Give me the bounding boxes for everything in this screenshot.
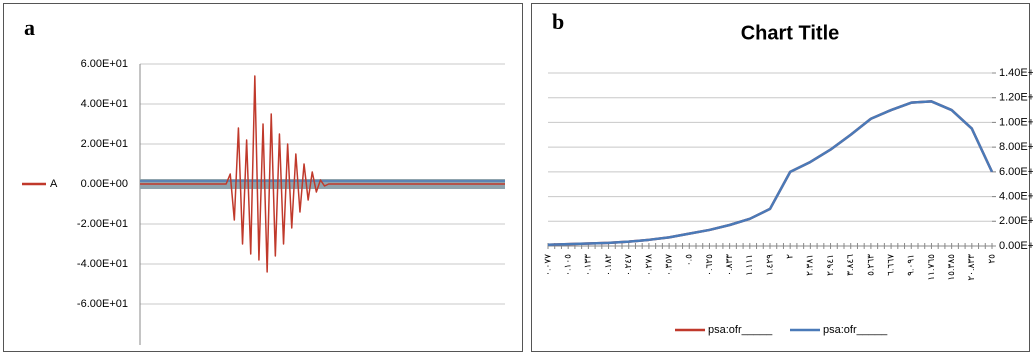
x-tick-label: ٠.٥ [684,254,694,266]
x-tick-label: ٣.٨٤٦ [845,254,855,276]
x-tick-label: ٠.٢٤٧ [623,254,633,276]
panel-label: b [552,9,564,34]
legend-label: psa:ofr_____ [708,324,773,336]
y-tick-label: 1.00E+02 [999,116,1033,128]
panel-frame [3,3,523,352]
x-tick-label: ٢٠.٨٣٣ [966,254,976,281]
x-tick-label: ١.١١١ [744,254,754,276]
x-tick-label: ١.٤٢٩ [764,254,774,276]
x-tick-label: ٠.١٠٥ [563,254,573,276]
chart-title: Chart Title [741,22,840,44]
x-tick-label: ٠.٣٥٧ [663,254,673,276]
panel-frame [531,3,1030,352]
legend-label: A [50,178,58,190]
x-tick-label: ٢.٣٨١ [805,254,815,276]
y-tick-label: 1.20E+02 [999,92,1033,104]
x-tick-label: ٠.٨٣٣ [724,254,734,276]
x-tick-label: ٠.١٣٣ [583,254,593,276]
y-tick-label: -2.00E+01 [77,218,128,230]
y-tick-label: 1.40E+02 [999,67,1033,79]
series-line [547,100,994,247]
x-tick-label: ٢.٩٤١ [825,254,835,276]
x-tick-label: ٢٥ [986,254,996,264]
y-tick-label: 4.00E+01 [999,190,1033,202]
x-tick-label: ٠.١٨٢ [603,254,613,276]
y-tick-label: 0.00E+00 [81,178,128,190]
y-tick-label: 8.00E+01 [999,141,1033,153]
y-tick-label: 6.00E+01 [81,58,128,70]
x-tick-label: ٩.٠٩١ [906,254,916,276]
x-tick-label: ٠.٦٢٥ [704,254,714,276]
y-tick-label: 2.00E+01 [999,215,1033,227]
y-tick-label: 0.00E+00 [999,240,1033,252]
y-tick-label: 6.00E+01 [999,166,1033,178]
legend-label: psa:ofr_____ [823,324,888,336]
y-tick-label: 2.00E+01 [81,138,128,150]
x-tick-label: ٦.٦٦٧ [885,254,895,276]
y-tick-label: -6.00E+01 [77,298,128,310]
x-tick-label: ٥.٢٦٣ [865,254,875,276]
x-tick-label: ٠.٢٧٨ [643,254,653,276]
x-tick-label: ١٥.٣٨٥ [946,254,956,281]
panel-label: a [24,15,35,40]
x-tick-label: ٠.٠٧٧ [542,254,552,276]
y-tick-label: 4.00E+01 [81,98,128,110]
signal-line [140,75,505,273]
x-tick-label: ٢ [785,254,795,259]
x-tick-label: ١١.٧٦٥ [926,254,936,281]
y-tick-label: -4.00E+01 [77,258,128,270]
